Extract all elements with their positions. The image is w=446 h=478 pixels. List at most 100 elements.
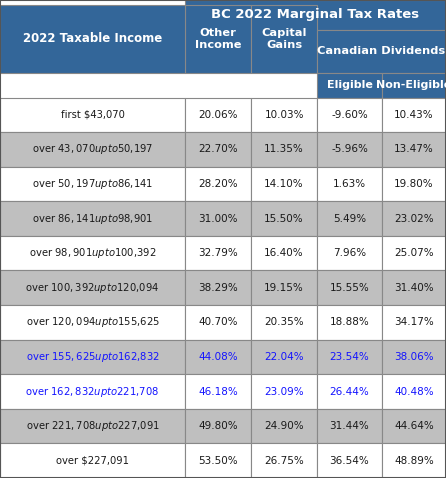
Bar: [317, 201, 382, 236]
Text: 40.48%: 40.48%: [394, 387, 434, 397]
Text: 19.80%: 19.80%: [394, 179, 434, 189]
Bar: [251, 374, 317, 409]
Text: 22.04%: 22.04%: [264, 352, 304, 362]
Bar: [0, 98, 185, 132]
Bar: [251, 409, 317, 444]
Text: 40.70%: 40.70%: [198, 317, 238, 327]
Bar: [185, 98, 251, 132]
Text: 23.54%: 23.54%: [330, 352, 369, 362]
Text: 22.70%: 22.70%: [198, 144, 238, 154]
Text: 14.10%: 14.10%: [264, 179, 304, 189]
Bar: [382, 73, 446, 98]
Text: 53.50%: 53.50%: [198, 456, 238, 466]
Bar: [251, 305, 317, 340]
Text: 44.08%: 44.08%: [198, 352, 238, 362]
Text: 13.47%: 13.47%: [394, 144, 434, 154]
Bar: [251, 271, 317, 305]
Bar: [185, 236, 251, 271]
Text: 10.43%: 10.43%: [394, 110, 434, 120]
Bar: [382, 340, 446, 374]
Text: Eligible: Eligible: [326, 80, 372, 90]
Bar: [0, 167, 185, 201]
Bar: [185, 444, 251, 478]
Bar: [251, 167, 317, 201]
Bar: [0, 236, 185, 271]
Bar: [317, 305, 382, 340]
Text: 2022 Taxable Income: 2022 Taxable Income: [23, 32, 162, 45]
Text: 5.49%: 5.49%: [333, 214, 366, 224]
Text: Canadian Dividends: Canadian Dividends: [318, 46, 446, 56]
Bar: [251, 5, 317, 73]
Text: 20.06%: 20.06%: [198, 110, 238, 120]
Bar: [317, 444, 382, 478]
Text: over $50,197 up to $86,141: over $50,197 up to $86,141: [32, 177, 153, 191]
Bar: [0, 132, 185, 167]
Bar: [185, 0, 446, 30]
Text: 23.02%: 23.02%: [394, 214, 434, 224]
Bar: [0, 305, 185, 340]
Text: BC 2022 Marginal Tax Rates: BC 2022 Marginal Tax Rates: [211, 8, 420, 22]
Bar: [317, 167, 382, 201]
Bar: [0, 5, 185, 73]
Bar: [251, 98, 317, 132]
Bar: [382, 409, 446, 444]
Bar: [251, 132, 317, 167]
Bar: [0, 201, 185, 236]
Bar: [317, 30, 446, 73]
Bar: [382, 236, 446, 271]
Bar: [382, 444, 446, 478]
Text: 16.40%: 16.40%: [264, 248, 304, 258]
Bar: [382, 132, 446, 167]
Text: 7.96%: 7.96%: [333, 248, 366, 258]
Bar: [382, 305, 446, 340]
Bar: [185, 271, 251, 305]
Bar: [382, 98, 446, 132]
Bar: [382, 271, 446, 305]
Text: 28.20%: 28.20%: [198, 179, 238, 189]
Text: 38.06%: 38.06%: [394, 352, 434, 362]
Text: 48.89%: 48.89%: [394, 456, 434, 466]
Bar: [0, 444, 185, 478]
Bar: [382, 374, 446, 409]
Bar: [382, 167, 446, 201]
Text: 49.80%: 49.80%: [198, 421, 238, 431]
Text: over $227,091: over $227,091: [56, 456, 129, 466]
Bar: [317, 340, 382, 374]
Bar: [382, 201, 446, 236]
Text: 20.35%: 20.35%: [264, 317, 304, 327]
Bar: [317, 236, 382, 271]
Bar: [251, 201, 317, 236]
Bar: [0, 340, 185, 374]
Text: over $221,708 up to $227,091: over $221,708 up to $227,091: [25, 419, 160, 433]
Bar: [185, 201, 251, 236]
Bar: [185, 409, 251, 444]
Text: over $98,901 up to $100,392: over $98,901 up to $100,392: [29, 246, 156, 260]
Bar: [185, 132, 251, 167]
Bar: [185, 374, 251, 409]
Text: Non-Eligible: Non-Eligible: [376, 80, 446, 90]
Text: 11.35%: 11.35%: [264, 144, 304, 154]
Text: -9.60%: -9.60%: [331, 110, 368, 120]
Text: first $43,070: first $43,070: [61, 110, 124, 120]
Bar: [317, 73, 382, 98]
Text: 34.17%: 34.17%: [394, 317, 434, 327]
Text: Capital
Gains: Capital Gains: [261, 28, 307, 50]
Text: over $120,094 up to $155,625: over $120,094 up to $155,625: [25, 315, 160, 329]
Text: 26.75%: 26.75%: [264, 456, 304, 466]
Text: 26.44%: 26.44%: [330, 387, 369, 397]
Text: over $86,141 up to $98,901: over $86,141 up to $98,901: [32, 212, 153, 226]
Text: 31.44%: 31.44%: [330, 421, 369, 431]
Text: 31.40%: 31.40%: [394, 283, 434, 293]
Text: 10.03%: 10.03%: [264, 110, 304, 120]
Text: Other
Income: Other Income: [195, 28, 241, 50]
Bar: [0, 409, 185, 444]
Bar: [317, 374, 382, 409]
Text: 19.15%: 19.15%: [264, 283, 304, 293]
Text: 36.54%: 36.54%: [330, 456, 369, 466]
Bar: [317, 132, 382, 167]
Bar: [317, 409, 382, 444]
Text: 44.64%: 44.64%: [394, 421, 434, 431]
Text: over $43,070 up to $50,197: over $43,070 up to $50,197: [32, 142, 153, 156]
Bar: [251, 340, 317, 374]
Bar: [185, 5, 251, 73]
